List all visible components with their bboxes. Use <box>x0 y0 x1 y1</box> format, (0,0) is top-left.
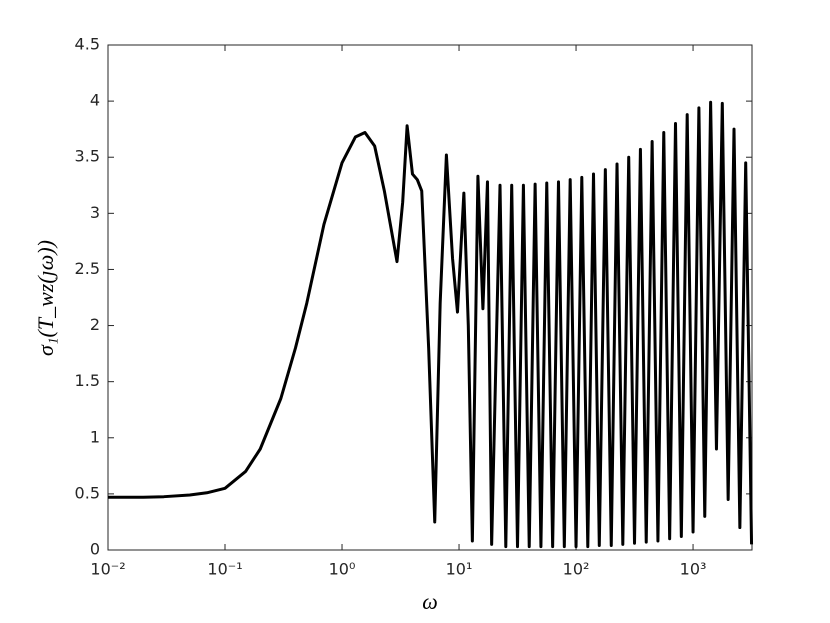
y-tick-label: 2 <box>90 315 100 334</box>
x-tick-label: 10³ <box>680 560 707 579</box>
y-tick-label: 1.5 <box>75 371 100 390</box>
y-tick-label: 4 <box>90 91 100 110</box>
y-tick-label: 2.5 <box>75 259 100 278</box>
y-tick-label: 0.5 <box>75 483 100 502</box>
x-tick-label: 10¹ <box>446 560 473 579</box>
x-tick-label: 10⁰ <box>329 560 356 579</box>
y-tick-label: 0 <box>90 540 100 559</box>
y-tick-label: 4.5 <box>75 35 100 54</box>
x-tick-label: 10⁻¹ <box>207 560 242 579</box>
y-axis-label: σ₁(T_wz(ȷω)) <box>33 240 58 356</box>
y-tick-label: 1 <box>90 427 100 446</box>
data-line <box>108 100 754 549</box>
x-axis-label: ω <box>422 589 438 614</box>
y-tick-label: 3.5 <box>75 147 100 166</box>
x-tick-label: 10² <box>563 560 590 579</box>
y-tick-label: 3 <box>90 203 100 222</box>
x-tick-label: 10⁻² <box>90 560 125 579</box>
